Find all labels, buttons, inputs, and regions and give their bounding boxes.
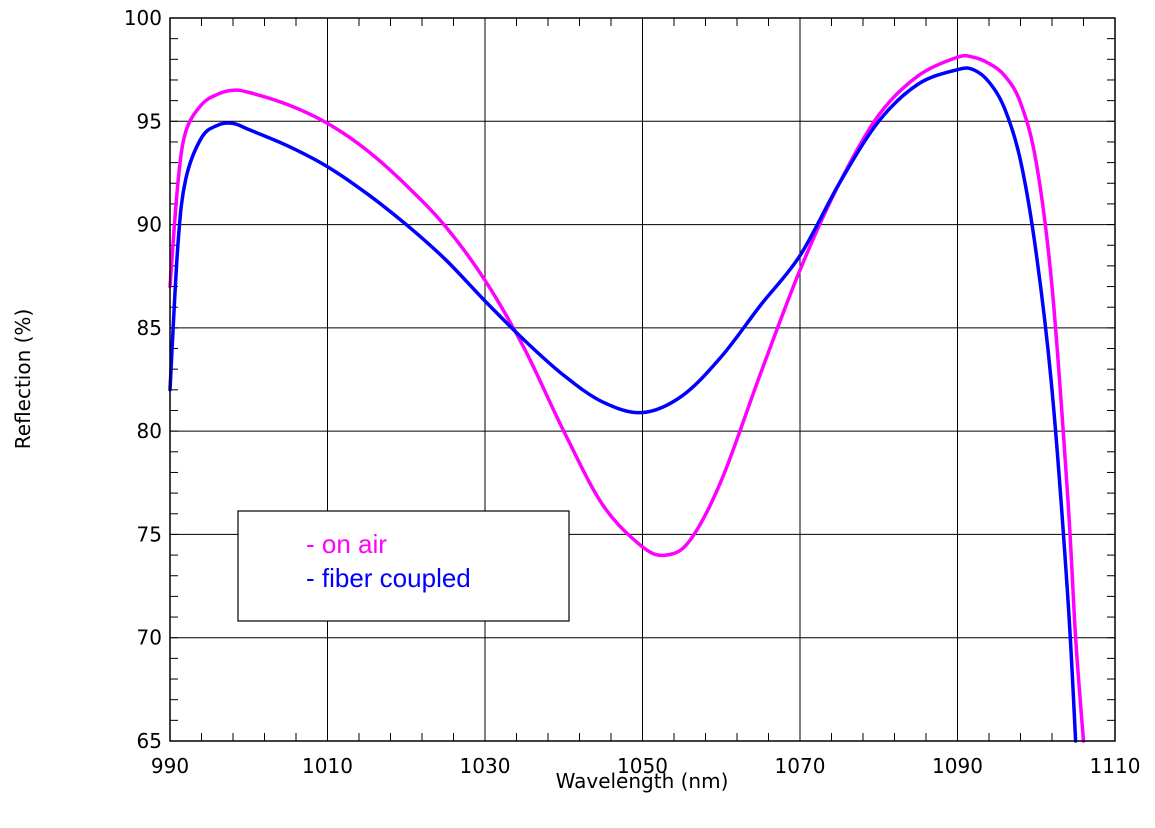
x-tick-label: 1070 [775,754,826,778]
grid-lines [170,18,1115,741]
y-tick-label: 90 [137,213,162,237]
legend: - on air - fiber coupled [237,510,570,622]
y-tick-label: 95 [137,109,162,133]
x-tick-label: 1030 [460,754,511,778]
x-tick-label: 1010 [302,754,353,778]
y-tick-label: 100 [124,6,162,30]
x-tick-labels: 990 1010 1030 1050 1070 1090 1110 [151,754,1141,778]
legend-entry-on-air: - on air [306,529,387,559]
series-line-on-air [168,53,1086,743]
x-axis-title: Wavelength (nm) [556,769,729,793]
x-tick-label: 1110 [1090,754,1141,778]
series-line-fiber-coupled [168,66,1078,743]
y-tick-labels: 65 70 75 80 85 90 95 100 [124,6,162,753]
y-tick-label: 70 [137,626,162,650]
y-axis-title: Reflection (%) [11,309,35,449]
y-tick-label: 85 [137,316,162,340]
y-tick-label: 75 [137,522,162,546]
series-lines [168,53,1086,743]
legend-box [237,510,570,622]
x-tick-label: 1050 [617,754,668,778]
x-tick-label: 990 [151,754,189,778]
plot-frame [169,17,1116,742]
y-tick-label: 80 [137,419,162,443]
legend-entry-fiber-coupled: - fiber coupled [306,563,471,593]
y-tick-label: 65 [137,729,162,753]
x-tick-label: 1090 [932,754,983,778]
